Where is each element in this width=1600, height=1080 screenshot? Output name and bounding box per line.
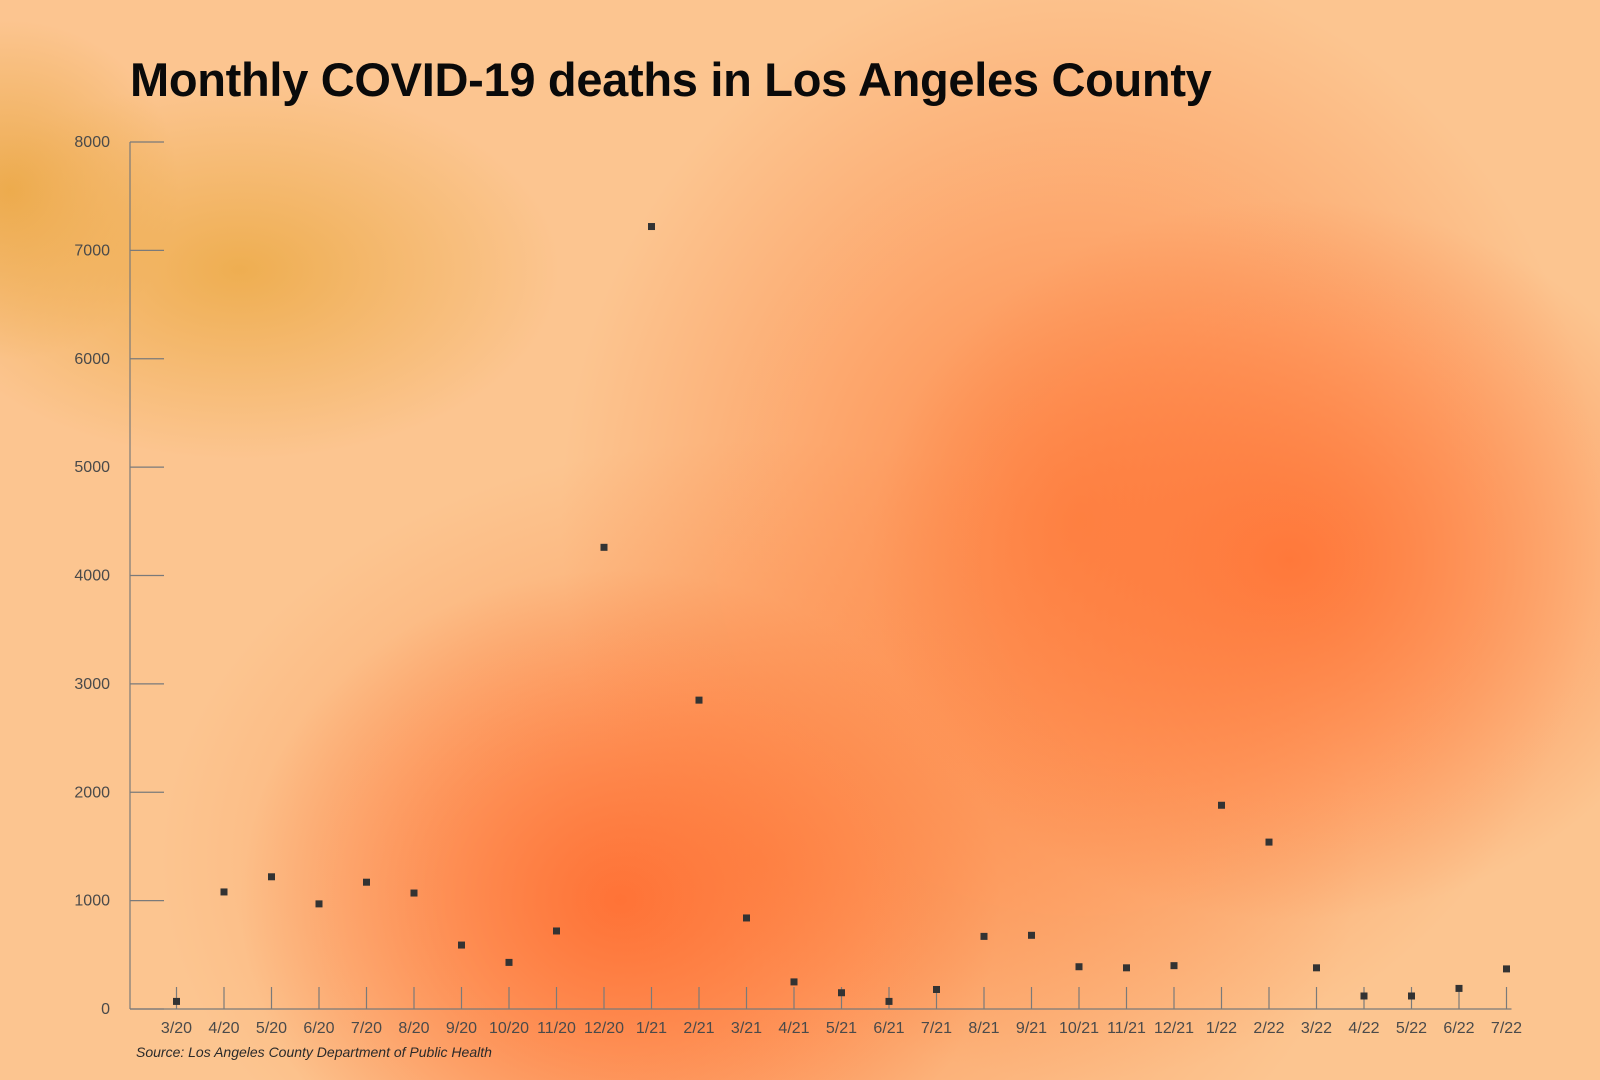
- data-point: 8/20: 1070: [410, 889, 418, 897]
- y-tick-label: 2000: [74, 784, 110, 801]
- x-tick-label: 4/20: [208, 1020, 239, 1037]
- y-tick-label: 4000: [74, 568, 110, 585]
- y-tick-label: 1000: [74, 893, 110, 910]
- data-point: 7/20: 1170: [363, 878, 370, 886]
- data-point: 11/20: 720: [553, 927, 560, 935]
- x-tick-label: 2/22: [1253, 1020, 1284, 1037]
- x-tick-label: 7/21: [921, 1020, 952, 1037]
- x-tick-label: 8/20: [398, 1020, 429, 1037]
- data-point: 3/22: 380: [1313, 964, 1320, 972]
- x-tick-label: 8/21: [968, 1020, 999, 1037]
- y-tick-label: 6000: [74, 351, 110, 368]
- x-tick-label: 2/21: [683, 1020, 714, 1037]
- data-point: 3/20: 70: [173, 997, 180, 1005]
- y-tick-label: 0: [101, 1001, 110, 1018]
- data-points: 3/20: 70 4/20: 1080 5/20: 1220 6/20: 970 7/2…: [173, 223, 1510, 1005]
- source-note: Source: Los Angeles County Department of…: [136, 1044, 492, 1060]
- data-point: 9/20: 590: [458, 941, 465, 949]
- data-point: 12/20: 4260: [600, 543, 608, 551]
- data-point: 4/21: 250: [790, 978, 798, 986]
- data-point: 1/22: 1880: [1218, 801, 1225, 809]
- data-point: 6/20: 970: [315, 900, 323, 908]
- x-tick-label: 10/21: [1059, 1020, 1099, 1037]
- chart-title: Monthly COVID-19 deaths in Los Angeles C…: [130, 53, 1212, 106]
- data-point: 6/22: 190: [1455, 984, 1463, 992]
- x-tick-label: 4/22: [1348, 1020, 1379, 1037]
- y-tick-label: 3000: [74, 676, 110, 693]
- x-tick-label: 10/20: [489, 1020, 529, 1037]
- x-tick-label: 5/20: [256, 1020, 287, 1037]
- x-tick-label: 1/22: [1206, 1020, 1237, 1037]
- data-point: 1/21: 7220: [648, 223, 655, 231]
- data-point: 9/21: 680: [1028, 931, 1035, 939]
- x-tick-label: 6/22: [1443, 1020, 1474, 1037]
- x-tick-label: 3/22: [1301, 1020, 1332, 1037]
- x-tick-label: 3/21: [731, 1020, 762, 1037]
- x-tick-label: 12/20: [584, 1020, 624, 1037]
- x-tick-label: 4/21: [778, 1020, 809, 1037]
- data-point: 12/21: 400: [1170, 962, 1178, 970]
- data-point: 7/22: 370: [1503, 965, 1510, 973]
- x-tick-label: 7/20: [351, 1020, 382, 1037]
- y-tick-label: 7000: [74, 242, 110, 259]
- data-point: 5/21: 150: [838, 989, 845, 997]
- data-point: 3/21: 840: [743, 914, 750, 922]
- data-point: 8/21: 670: [980, 932, 988, 940]
- x-tick-label: 9/20: [446, 1020, 477, 1037]
- data-point: 11/21: 380: [1123, 964, 1130, 972]
- x-tick-label: 5/21: [826, 1020, 857, 1037]
- data-point: 4/20: 1080: [220, 888, 228, 896]
- data-point: 4/22: 120: [1360, 992, 1368, 1000]
- x-tick-label: 3/20: [161, 1020, 192, 1037]
- x-tick-label: 11/21: [1107, 1020, 1146, 1037]
- x-tick-label: 6/21: [873, 1020, 904, 1037]
- x-axis: 3/20 4/20 5/20 6/20 7/20 8/20 9/20 10/20 11/20 12…: [130, 987, 1522, 1037]
- data-point: 2/21: 2850: [695, 696, 703, 704]
- x-tick-label: 7/22: [1491, 1020, 1522, 1037]
- y-tick-label: 8000: [74, 134, 110, 151]
- y-tick-label: 5000: [74, 459, 110, 476]
- x-tick-label: 12/21: [1154, 1020, 1194, 1037]
- data-point: 6/21: 70: [885, 997, 893, 1005]
- data-point: 10/20: 430: [505, 958, 513, 966]
- x-tick-label: 11/20: [537, 1020, 576, 1037]
- x-tick-label: 9/21: [1016, 1020, 1047, 1037]
- data-point: 5/20: 1220: [268, 873, 275, 881]
- x-tick-label: 1/21: [636, 1020, 667, 1037]
- data-point: 5/22: 120: [1408, 992, 1415, 1000]
- data-point: 7/21: 180: [933, 985, 940, 993]
- data-point: 2/22: 1540: [1265, 838, 1273, 846]
- data-point: 10/21: 390: [1075, 963, 1083, 971]
- x-tick-label: 5/22: [1396, 1020, 1427, 1037]
- y-axis: 0 1000 2000 3000 4000 5000 6000 7000 8000: [74, 134, 164, 1018]
- x-tick-label: 6/20: [303, 1020, 334, 1037]
